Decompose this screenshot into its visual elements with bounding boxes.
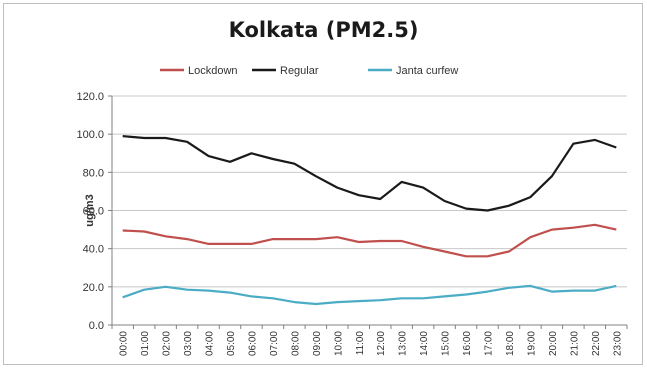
x-tick-label: 13:00 [398,331,409,356]
y-tick-label: 60.0 [83,206,104,218]
x-tick-label: 12:00 [376,331,387,356]
chart-title: Kolkata (PM2.5) [228,18,419,42]
x-tick-label: 11:00 [355,331,366,356]
x-tick-label: 04:00 [205,331,216,356]
y-axis-ticks: 0.0 20.0 40.0 60.0 80.0 100.0 120.0 [76,91,112,332]
series-line-lockdown [122,223,617,258]
legend-label-lockdown: Lockdown [188,65,238,77]
x-tick-label: 09:00 [312,331,323,356]
x-tick-label: 14:00 [419,331,430,356]
x-tick-label: 21:00 [569,331,580,356]
y-tick-label: 40.0 [83,244,104,256]
x-tick-label: 05:00 [226,331,237,356]
legend-label-regular: Regular [280,65,319,77]
legend-label-janta-curfew: Janta curfew [396,65,458,77]
x-tick-label: 01:00 [140,331,151,356]
series-lines [122,135,617,306]
x-tick-label: 00:00 [119,331,130,356]
series-line-regular [122,135,617,212]
x-tick-label: 20:00 [548,331,559,356]
x-tick-label: 22:00 [591,331,602,356]
x-tick-label: 15:00 [441,331,452,356]
x-tick-label: 08:00 [290,331,301,356]
x-tick-label: 02:00 [162,331,173,356]
x-tick-label: 03:00 [183,331,194,356]
x-tick-label: 18:00 [505,331,516,356]
x-tick-label: 17:00 [484,331,495,356]
chart-frame [3,3,643,365]
x-tick-label: 16:00 [462,331,473,356]
x-tick-label: 19:00 [526,331,537,356]
y-tick-label: 80.0 [83,167,104,179]
x-axis-ticks: 00:00 01:00 02:00 03:00 04:00 05:00 06:00 07:00… [111,325,628,356]
y-tick-label: 0.0 [89,320,104,332]
legend: Lockdown Regular Janta curfew [160,65,458,77]
x-tick-label: 06:00 [247,331,258,356]
series-line-janta-curfew [122,284,617,306]
y-tick-label: 100.0 [76,129,104,141]
y-tick-label: 20.0 [83,282,104,294]
x-tick-label: 23:00 [612,331,623,356]
x-tick-label: 07:00 [269,331,280,356]
y-tick-label: 120.0 [76,91,104,103]
x-tick-label: 10:00 [333,331,344,356]
y-axis-label: ug/m3 [84,194,96,226]
axes [111,96,627,326]
